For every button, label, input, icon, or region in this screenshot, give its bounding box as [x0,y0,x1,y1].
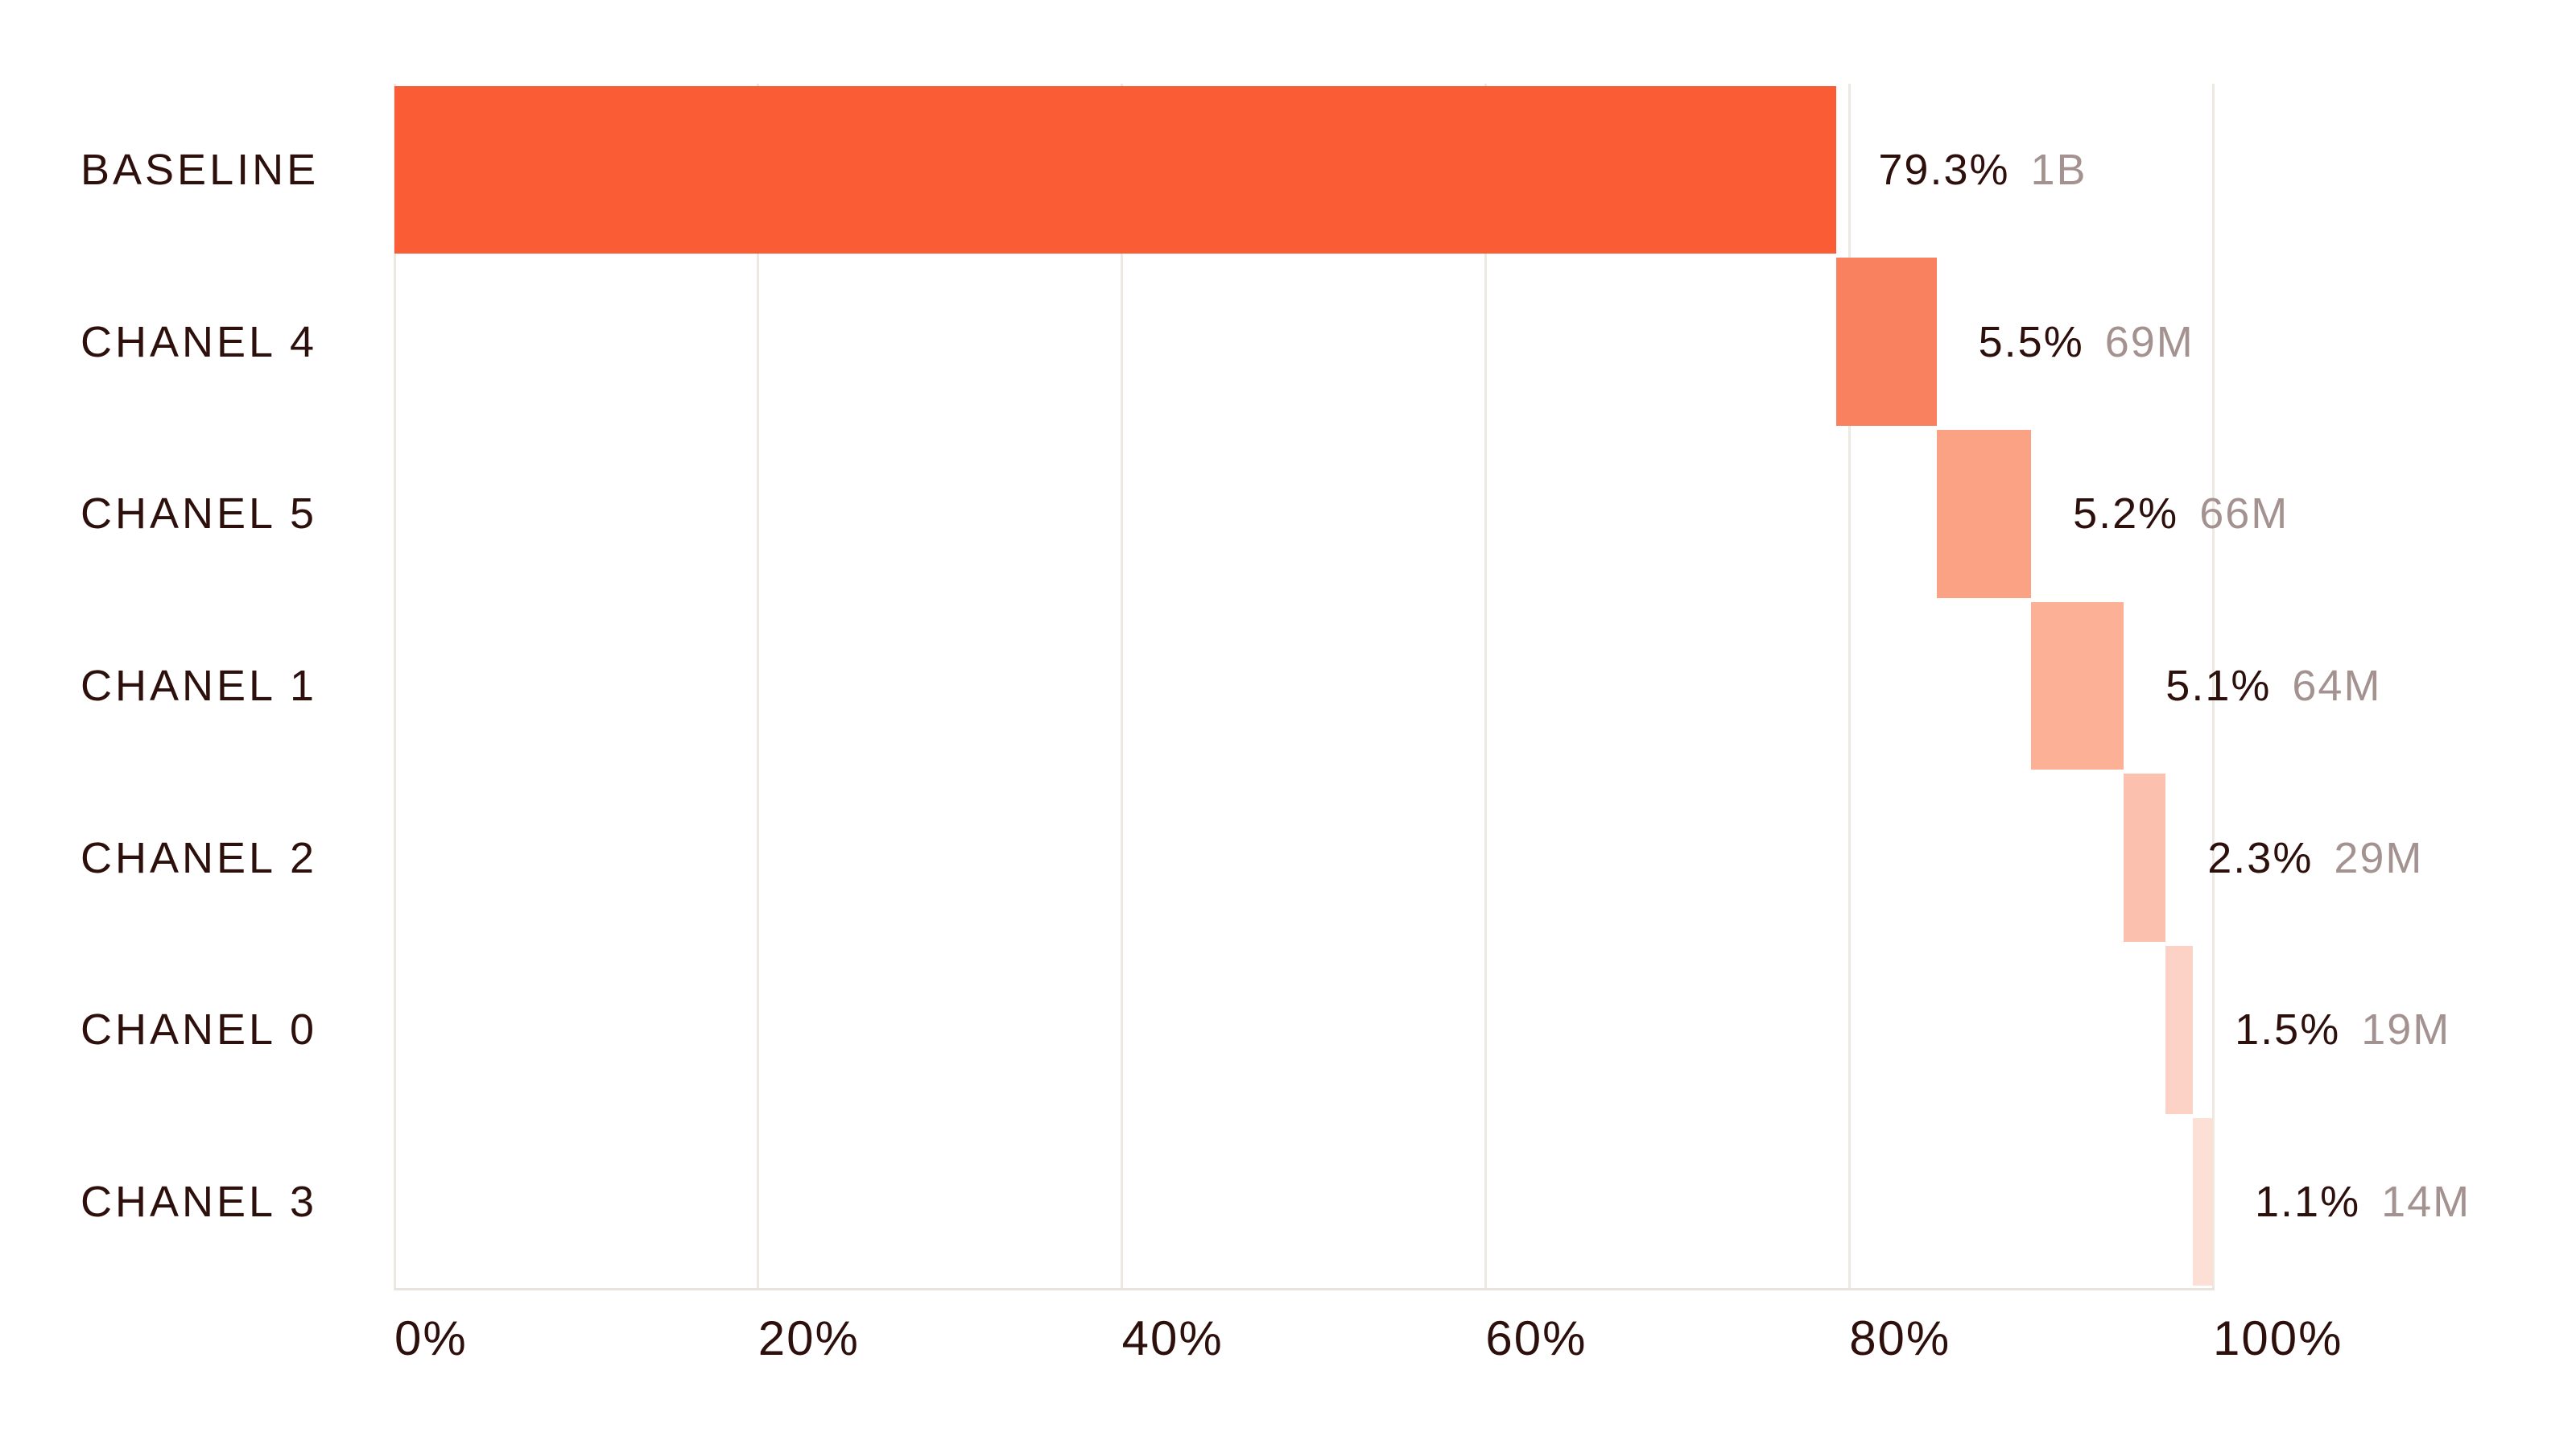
category-label-chanel-1: CHANEL 1 [80,661,318,710]
x-axis-tick-labels: 0% 20% 40% 60% 80% 100% [394,1311,2341,1375]
gridline-80 [1847,84,1851,1290]
category-label-chanel-5: CHANEL 5 [80,489,318,539]
value-label-chanel-4: 5.5% 69M [1979,256,2194,428]
value-label-chanel-1: 5.1% 64M [2165,600,2381,772]
value-percent: 5.1% [2165,661,2272,710]
gridline-60 [1484,84,1487,1290]
value-absolute: 14M [2381,1178,2471,1227]
value-percent: 1.5% [2235,1005,2341,1055]
x-tick-label-40: 40% [1121,1311,1224,1365]
x-axis-line [394,1288,2215,1290]
value-percent: 5.2% [2073,489,2179,539]
category-label-chanel-4: CHANEL 4 [80,317,318,366]
bar-chanel-2 [2124,774,2166,943]
category-label-chanel-0: CHANEL 0 [80,1005,318,1055]
x-tick-label-60: 60% [1485,1311,1587,1365]
gridline-100 [2211,84,2215,1290]
bar-chanel-5 [1936,429,2032,598]
value-label-chanel-3: 1.1% 14M [2255,1116,2471,1288]
value-absolute: 29M [2334,833,2424,882]
plot-area: 79.3% 1B 5.5% 69M 5.2% 66M 5.1% 64M 2.3% 29M 1.5% 1… [393,84,2469,1290]
category-label-chanel-2: CHANEL 2 [80,833,318,882]
x-tick-label-80: 80% [1849,1311,1951,1365]
value-absolute: 1B [2030,145,2087,194]
gridline-40 [1121,84,1124,1290]
value-percent: 79.3% [1878,145,2010,194]
value-absolute: 69M [2104,317,2194,366]
category-label-column: BASELINE CHANEL 4 CHANEL 5 CHANEL 1 CHANEL 2… [80,84,386,1288]
category-label-chanel-3: CHANEL 3 [80,1178,318,1227]
value-percent: 1.1% [2255,1178,2361,1227]
value-label-chanel-0: 1.5% 19M [2235,944,2450,1117]
bar-baseline [394,85,1837,254]
gridline-20 [757,84,760,1290]
value-absolute: 66M [2199,489,2289,539]
value-absolute: 64M [2292,661,2382,710]
x-tick-label-20: 20% [758,1311,860,1365]
value-percent: 2.3% [2207,833,2314,882]
bar-chanel-1 [2031,601,2124,770]
value-label-chanel-5: 5.2% 66M [2073,427,2289,600]
category-label-baseline: BASELINE [80,145,320,194]
value-absolute: 19M [2361,1005,2451,1055]
gridline-0 [393,84,396,1290]
bar-chanel-0 [2165,946,2194,1114]
x-tick-label-100: 100% [2213,1311,2343,1365]
value-label-chanel-2: 2.3% 29M [2207,772,2423,944]
bar-chanel-4 [1836,258,1937,426]
bar-chanel-3 [2193,1117,2213,1286]
value-percent: 5.5% [1978,317,2084,366]
x-tick-label-0: 0% [394,1311,468,1365]
value-label-baseline: 79.3% 1B [1878,84,2087,256]
